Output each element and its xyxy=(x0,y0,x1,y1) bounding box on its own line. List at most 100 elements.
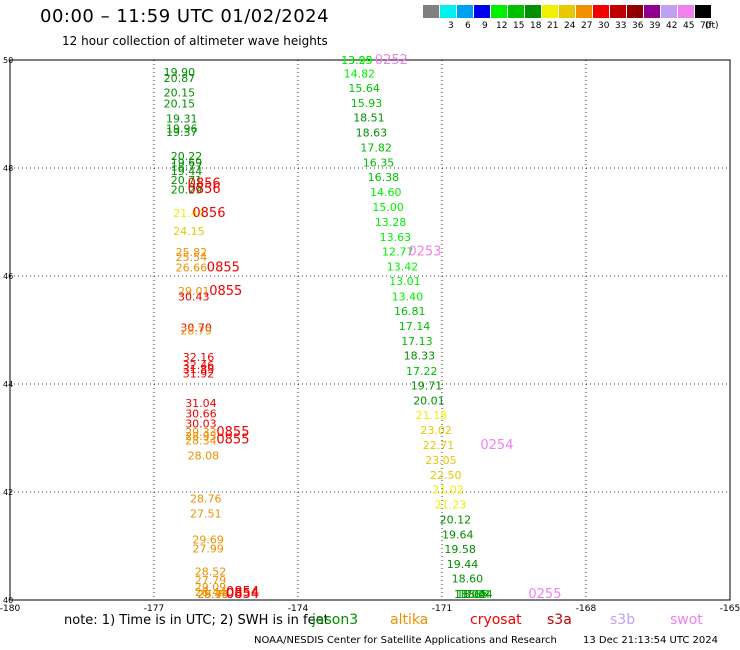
pass-time-label: 0856 xyxy=(188,182,221,197)
wave-height-value: 25.54 xyxy=(176,251,208,264)
x-tick-label: -174 xyxy=(288,604,309,614)
wave-height-value: 32.46 xyxy=(183,359,215,372)
wave-height-value: 20.87 xyxy=(164,72,196,85)
wave-height-value: 13.28 xyxy=(375,216,407,229)
colorbar-swatch xyxy=(507,5,524,18)
wave-height-value: 28.76 xyxy=(190,492,222,505)
wave-height-value: 17.22 xyxy=(406,365,438,378)
wave-height-value: 27.51 xyxy=(190,507,222,520)
wave-height-value: 28.44 xyxy=(195,586,227,599)
wave-height-value: 31.92 xyxy=(183,368,215,381)
wave-height-value: 17.84 xyxy=(459,588,491,601)
colorbar-swatch xyxy=(592,5,609,18)
colorbar-label: 36 xyxy=(632,21,644,31)
wave-height-value: 19.37 xyxy=(166,126,198,139)
colorbar-label: 39 xyxy=(649,21,661,31)
colorbar-swatch xyxy=(677,5,694,18)
satellite-legend-s3b: s3b xyxy=(610,612,636,628)
satellite-legend-s3a: s3a xyxy=(547,612,572,628)
wave-height-value: 14.60 xyxy=(370,186,402,199)
colorbar-swatch xyxy=(575,5,592,18)
y-tick-label: 50 xyxy=(3,56,13,65)
colorbar-label: 45 xyxy=(683,21,695,31)
wave-height-value: 31.04 xyxy=(185,397,217,410)
wave-height-value: 28.08 xyxy=(188,450,220,463)
wave-height-value: 18.51 xyxy=(353,112,385,125)
wave-height-value: 18.65 xyxy=(456,588,488,601)
y-tick-label: 40 xyxy=(3,596,13,605)
wave-height-value: 15.93 xyxy=(351,97,383,110)
wave-height-value: 29.09 xyxy=(195,581,227,594)
satellite-legend-swot: swot xyxy=(670,612,703,628)
y-tick-label: 44 xyxy=(3,380,13,389)
pass-time-label: 0855 xyxy=(216,432,249,447)
wave-height-value: 23.02 xyxy=(420,424,452,437)
wave-height-value: 28.95 xyxy=(185,430,217,443)
colorbar-label: 12 xyxy=(496,21,508,31)
x-tick-label: -165 xyxy=(720,604,740,614)
x-tick-label: -168 xyxy=(576,604,597,614)
wave-height-value: 18.44 xyxy=(461,588,493,601)
wave-height-value: 30.66 xyxy=(185,407,217,420)
wave-height-value: 16.81 xyxy=(394,305,426,318)
wave-height-value: 20.01 xyxy=(413,395,445,408)
wave-height-value: 29.33 xyxy=(185,426,217,439)
pass-time-label: 0855 xyxy=(209,284,242,299)
colorbar-label: 18 xyxy=(530,21,542,31)
colorbar-label: 3 xyxy=(448,21,454,31)
wave-height-value: 16.35 xyxy=(363,156,395,169)
colorbar-swatch xyxy=(456,5,473,18)
wave-height-value: 13.40 xyxy=(392,290,424,303)
wave-height-value: 18.60 xyxy=(452,573,484,586)
wave-height-value: 27.99 xyxy=(192,542,224,555)
x-tick-label: -171 xyxy=(432,604,452,614)
colorbar-unit-label: (ft) xyxy=(705,21,719,31)
wave-height-value: 17.13 xyxy=(401,335,433,348)
wave-height-value: 21.02 xyxy=(432,484,464,497)
wave-height-value: 19.69 xyxy=(171,156,203,169)
colorbar-label: 24 xyxy=(564,21,576,31)
wave-height-value: 22.50 xyxy=(430,469,462,482)
footer-organization: NOAA/NESDIS Center for Satellite Applica… xyxy=(254,635,557,646)
wave-height-value: 20.22 xyxy=(171,150,203,163)
wave-height-value: 16.38 xyxy=(368,171,400,184)
colorbar-label: 42 xyxy=(666,21,678,31)
colorbar-label: 21 xyxy=(547,21,559,31)
y-tick-label: 48 xyxy=(3,164,13,173)
y-tick-label: 42 xyxy=(3,488,13,497)
wave-height-value: 20.71 xyxy=(171,174,203,187)
pass-time-label: 0855 xyxy=(216,425,249,440)
pass-time-label: 0255 xyxy=(528,587,561,602)
wave-height-value: 13.42 xyxy=(387,261,419,274)
wave-height-value: 19.90 xyxy=(164,66,196,79)
pass-time-label: 0854 xyxy=(226,585,259,600)
wave-height-value: 19.64 xyxy=(442,528,474,541)
pass-time-label: 0253 xyxy=(408,244,441,259)
wave-height-value: 15.00 xyxy=(372,201,404,214)
colorbar-label: 27 xyxy=(581,21,593,31)
plot-frame xyxy=(9,59,731,601)
colorbar-label: 30 xyxy=(598,21,610,31)
colorbar-swatch xyxy=(439,5,456,18)
colorbar-label: 9 xyxy=(482,21,488,31)
colorbar-swatch xyxy=(626,5,643,18)
footer-note: note: 1) Time is in UTC; 2) SWH is in fe… xyxy=(64,613,329,628)
y-tick-label: 46 xyxy=(3,272,13,281)
pass-time-label: 0854 xyxy=(226,587,259,602)
wave-height-value: 19.44 xyxy=(171,165,203,178)
wave-height-value: 13.99 xyxy=(341,54,373,67)
footer-timestamp: 13 Dec 21:13:54 UTC 2024 xyxy=(583,635,718,646)
chart-title: 00:00 – 11:59 UTC 01/02/2024 xyxy=(40,6,330,27)
wave-height-value: 14.82 xyxy=(344,67,376,80)
wave-height-value: 30.03 xyxy=(185,418,217,431)
colorbar-swatch xyxy=(541,5,558,18)
wave-height-value: 26.66 xyxy=(176,262,208,275)
wave-height-value: 18.00 xyxy=(454,588,486,601)
wave-height-value: 22.71 xyxy=(423,439,455,452)
colorbar-swatch xyxy=(473,5,490,18)
pass-time-label: 0856 xyxy=(188,176,221,191)
satellite-legend-jason3: jason3 xyxy=(312,612,359,628)
wave-height-value: 13.01 xyxy=(389,275,421,288)
wave-height-value: 28.79 xyxy=(180,324,212,337)
